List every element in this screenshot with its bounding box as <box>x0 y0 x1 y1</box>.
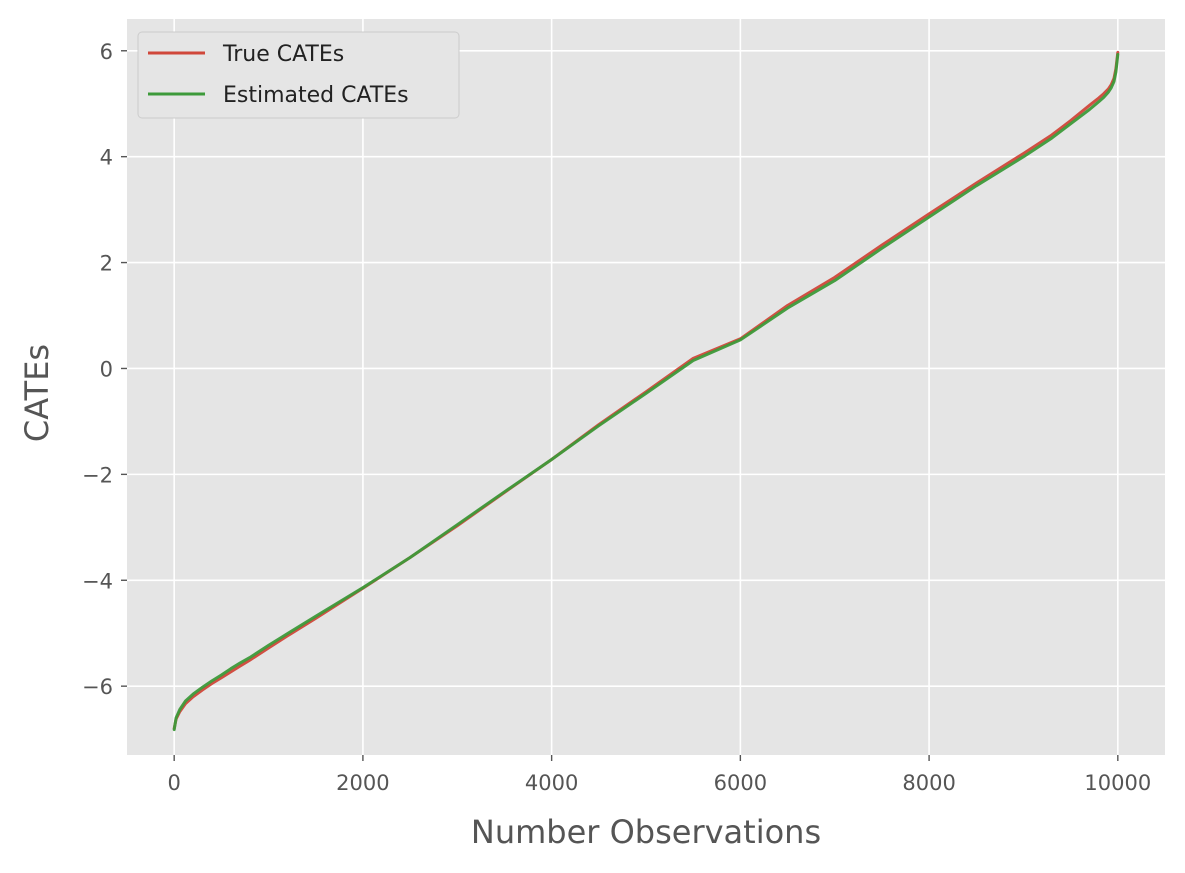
y-tick-label: −6 <box>82 675 113 699</box>
y-tick-label: −2 <box>82 463 113 487</box>
x-tick-label: 8000 <box>902 771 955 795</box>
series-lines <box>172 50 1120 732</box>
y-axis-ticks: −6 −4 −2 0 2 4 6 <box>82 40 127 699</box>
x-axis-ticks: 0 2000 4000 6000 8000 10000 <box>167 755 1151 795</box>
legend-label: Estimated CATEs <box>223 83 409 108</box>
x-tick-label: 6000 <box>714 771 767 795</box>
y-tick-label: 2 <box>100 252 113 276</box>
x-tick-label: 4000 <box>525 771 578 795</box>
y-axis-label: CATEs <box>18 344 56 442</box>
x-tick-label: 2000 <box>336 771 389 795</box>
y-tick-label: −4 <box>82 569 113 593</box>
legend-label: True CATEs <box>222 42 344 67</box>
legend: True CATEs Estimated CATEs <box>137 31 460 119</box>
plot-area-background <box>127 19 1165 755</box>
x-tick-label: 0 <box>167 771 180 795</box>
legend-box <box>137 31 460 119</box>
grid-lines <box>127 19 1165 755</box>
y-tick-label: 6 <box>100 40 113 64</box>
x-tick-label: 10000 <box>1084 771 1151 795</box>
series-line-estimated-cates <box>172 53 1120 732</box>
y-tick-label: 0 <box>100 357 113 381</box>
y-tick-label: 4 <box>100 146 113 170</box>
x-axis-label: Number Observations <box>471 813 821 851</box>
